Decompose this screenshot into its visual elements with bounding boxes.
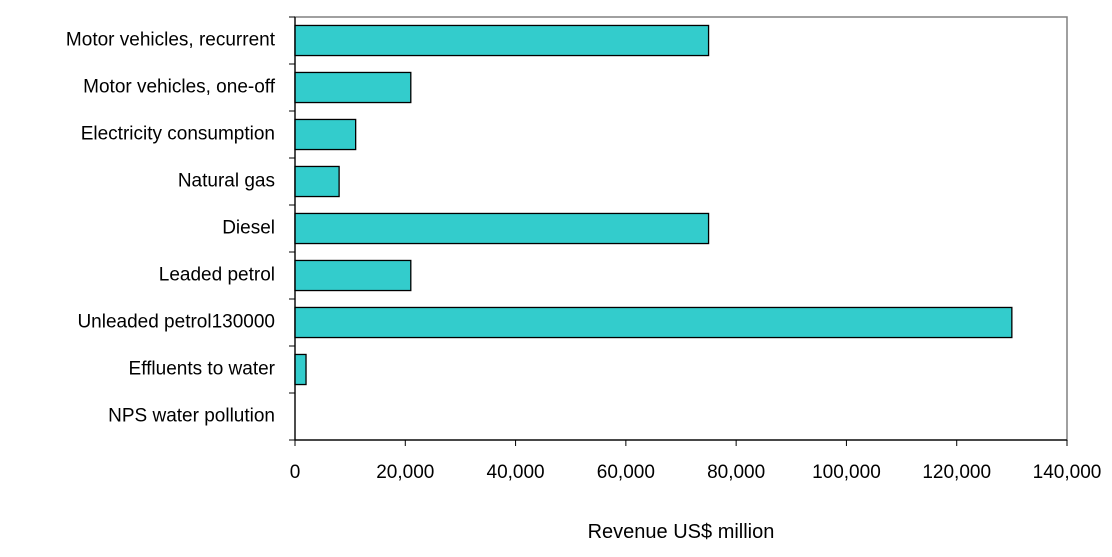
x-tick-label: 140,000	[1033, 462, 1102, 483]
x-axis: 0 20,000 40,000 60,000 80,000 100,000 120,000 1…	[290, 439, 1102, 483]
category-label: Motor vehicles, recurrent	[66, 30, 276, 51]
x-tick-label: 60,000	[597, 462, 655, 483]
bar	[294, 71, 412, 104]
x-tick-label: 40,000	[487, 462, 545, 483]
category-label: Diesel	[222, 218, 275, 239]
bar	[294, 118, 357, 151]
x-tick-label: 100,000	[812, 462, 881, 483]
category-label: Electricity consumption	[81, 124, 275, 145]
y-axis: Motor vehicles, recurrent Motor vehicles,…	[66, 16, 296, 441]
x-tick-label: 20,000	[376, 462, 434, 483]
bar	[294, 306, 1013, 339]
category-label: Effluents to water	[129, 359, 276, 380]
bars-group	[294, 24, 1013, 386]
category-label: NPS water pollution	[108, 406, 275, 427]
x-tick-label: 0	[290, 462, 301, 483]
category-label: Leaded petrol	[159, 265, 275, 286]
bar	[294, 353, 307, 386]
bar	[294, 259, 412, 292]
x-tick-label: 80,000	[707, 462, 765, 483]
category-label: Unleaded petrol130000	[77, 312, 275, 333]
bar	[294, 212, 710, 245]
x-axis-title: Revenue US$ million	[588, 521, 775, 543]
category-label: Natural gas	[178, 171, 275, 192]
category-label: Motor vehicles, one-off	[83, 77, 276, 98]
x-tick-label: 120,000	[922, 462, 991, 483]
bar	[294, 165, 340, 198]
bar	[294, 24, 710, 57]
